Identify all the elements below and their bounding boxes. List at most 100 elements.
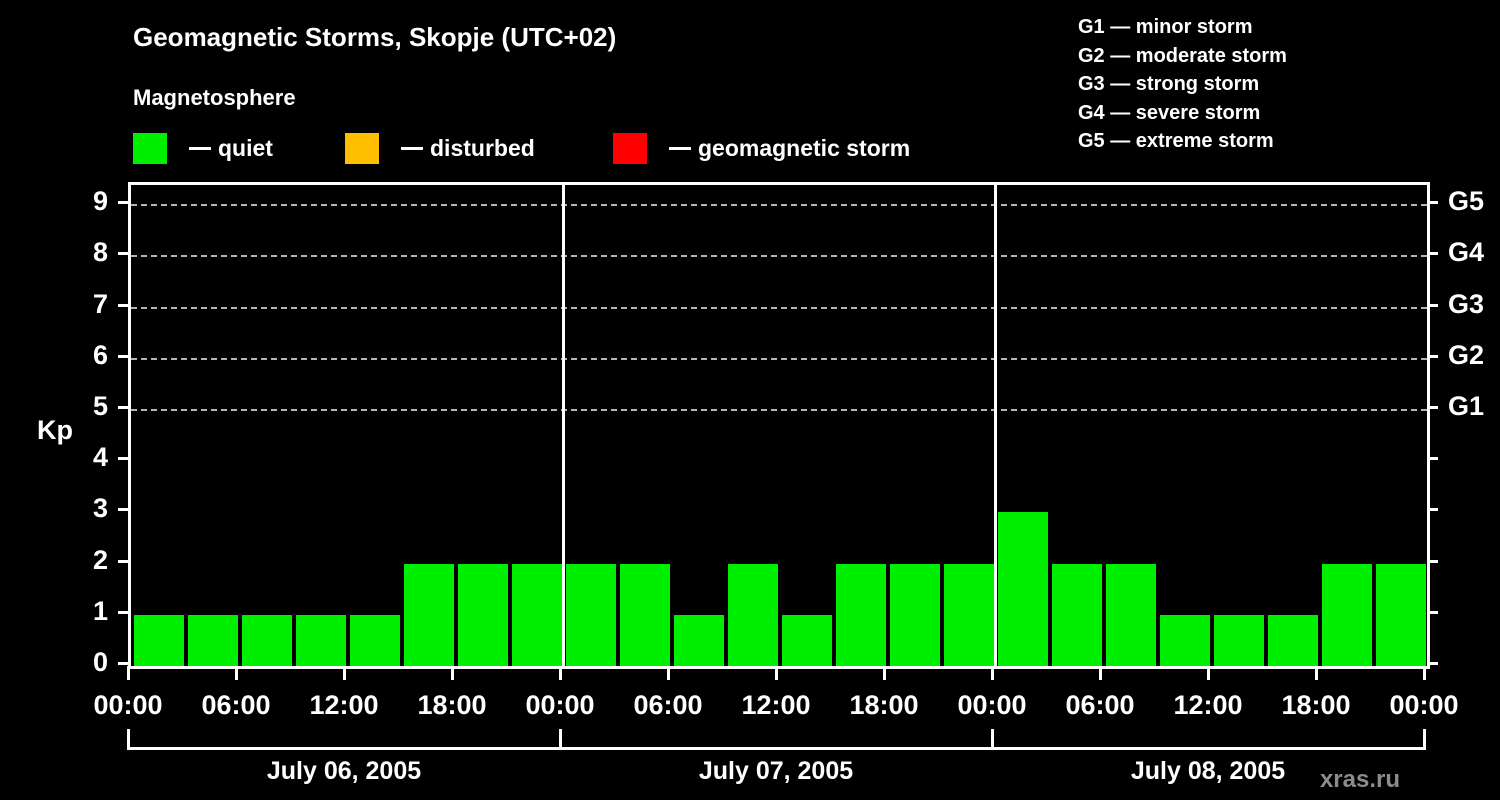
page-title: Geomagnetic Storms, Skopje (UTC+02) <box>133 22 617 52</box>
right-tick-mark-kp-6 <box>1427 354 1438 358</box>
x-tick-mark <box>559 666 562 680</box>
bar <box>674 614 724 666</box>
g-scale-legend: G1 — minor storm G2 — moderate storm G3 … <box>1078 13 1287 156</box>
x-tick-label: 00:00 <box>93 690 163 720</box>
bar <box>1160 614 1210 666</box>
plot-area <box>128 182 1430 669</box>
bar <box>350 614 400 666</box>
date-bracket-line <box>128 747 1424 750</box>
bar <box>944 563 994 666</box>
y-tick-label-0: 0 <box>92 647 108 677</box>
x-tick-mark <box>991 666 994 680</box>
x-tick-mark <box>667 666 670 680</box>
y-tick-mark-2 <box>118 559 129 563</box>
x-tick-mark <box>1315 666 1318 680</box>
bar <box>836 563 886 666</box>
y-tick-mark-6 <box>118 354 129 358</box>
bar <box>728 563 778 666</box>
x-tick-mark <box>343 666 346 680</box>
x-tick-mark <box>127 666 130 680</box>
legend-dash-icon <box>401 146 423 150</box>
x-tick-label: 00:00 <box>957 690 1027 720</box>
x-tick-label: 06:00 <box>201 690 271 720</box>
legend-dash-icon <box>189 146 211 150</box>
g-legend-row-g2: G2 — moderate storm <box>1078 44 1287 67</box>
x-tick-label: 18:00 <box>1281 690 1351 720</box>
bar <box>1052 563 1102 666</box>
y-tick-label-7: 7 <box>92 288 108 319</box>
right-tick-mark-kp-4 <box>1427 457 1438 461</box>
legend-item-quiet: quiet <box>133 132 273 164</box>
y-tick-label-8: 8 <box>92 237 108 268</box>
x-tick-mark <box>1207 666 1210 680</box>
g-tick-label-G1: G1 <box>1448 391 1485 421</box>
y-tick-mark-3 <box>118 508 129 512</box>
date-label: July 08, 2005 <box>1130 757 1286 785</box>
right-tick-mark-kp-5 <box>1427 406 1438 409</box>
gridline-kp-7 <box>131 306 1427 309</box>
x-tick-label: 12:00 <box>741 690 811 720</box>
amber-square-icon <box>345 132 379 164</box>
bar <box>620 563 670 666</box>
bar <box>566 563 616 666</box>
y-axis-title: Kp <box>37 415 73 445</box>
y-tick-mark-4 <box>118 457 129 461</box>
bar <box>1214 614 1264 666</box>
y-tick-mark-1 <box>118 610 129 614</box>
g-tick-label-G3: G3 <box>1448 288 1485 319</box>
date-label: July 07, 2005 <box>698 757 854 785</box>
bar <box>134 614 184 666</box>
y-tick-label-3: 3 <box>92 493 108 524</box>
bar <box>458 563 508 666</box>
bar <box>242 614 292 666</box>
y-tick-mark-5 <box>118 406 129 409</box>
date-label: July 06, 2005 <box>266 757 422 785</box>
bar <box>1106 563 1156 666</box>
y-tick-mark-7 <box>118 303 129 307</box>
bar <box>998 512 1048 666</box>
right-tick-mark-kp-2 <box>1427 559 1438 563</box>
x-tick-mark <box>883 666 886 680</box>
legend-item-disturbed: disturbed <box>345 132 535 164</box>
date-bracket-tick <box>991 729 994 750</box>
day-separator <box>562 185 565 666</box>
bar <box>1268 614 1318 666</box>
gridline-kp-9 <box>131 204 1427 207</box>
g-legend-row-g1: G1 — minor storm <box>1078 16 1253 38</box>
g-tick-label-G4: G4 <box>1448 237 1485 268</box>
right-tick-mark-kp-3 <box>1427 508 1438 512</box>
chart-subtitle: Magnetosphere <box>133 85 296 110</box>
bar <box>1376 563 1426 666</box>
right-tick-mark-kp-1 <box>1427 610 1438 614</box>
bar <box>1322 563 1372 666</box>
gridline-kp-8 <box>131 255 1427 258</box>
bar <box>512 563 562 666</box>
bar <box>404 563 454 666</box>
x-tick-mark <box>451 666 454 680</box>
y-tick-label-9: 9 <box>92 186 108 217</box>
right-tick-mark-kp-7 <box>1427 303 1438 307</box>
y-tick-label-2: 2 <box>92 544 108 575</box>
y-tick-mark-8 <box>118 252 129 256</box>
g-legend-row-g3: G3 — strong storm <box>1078 73 1260 95</box>
date-bracket-tick <box>559 729 562 750</box>
y-tick-mark-9 <box>118 201 129 205</box>
x-tick-mark <box>1423 666 1426 680</box>
gridline-kp-6 <box>131 357 1427 360</box>
legend-dash-icon <box>669 146 691 150</box>
y-tick-label-6: 6 <box>92 339 108 370</box>
x-tick-mark <box>235 666 238 680</box>
x-tick-label: 06:00 <box>633 690 703 720</box>
x-tick-label: 12:00 <box>309 690 379 720</box>
legend-item-geomagnetic-storm: geomagnetic storm <box>613 132 910 164</box>
g-legend-row-g5: G5 — extreme storm <box>1078 130 1274 152</box>
x-tick-label: 12:00 <box>1173 690 1243 720</box>
g-legend-row-g4: G4 — severe storm <box>1078 101 1261 124</box>
date-bracket-tick <box>127 729 130 750</box>
plot-inner <box>131 185 1427 666</box>
gridline-kp-5 <box>131 409 1427 411</box>
y-tick-label-5: 5 <box>92 391 108 421</box>
legend-label-quiet: quiet <box>218 134 273 161</box>
x-tick-mark <box>775 666 778 680</box>
